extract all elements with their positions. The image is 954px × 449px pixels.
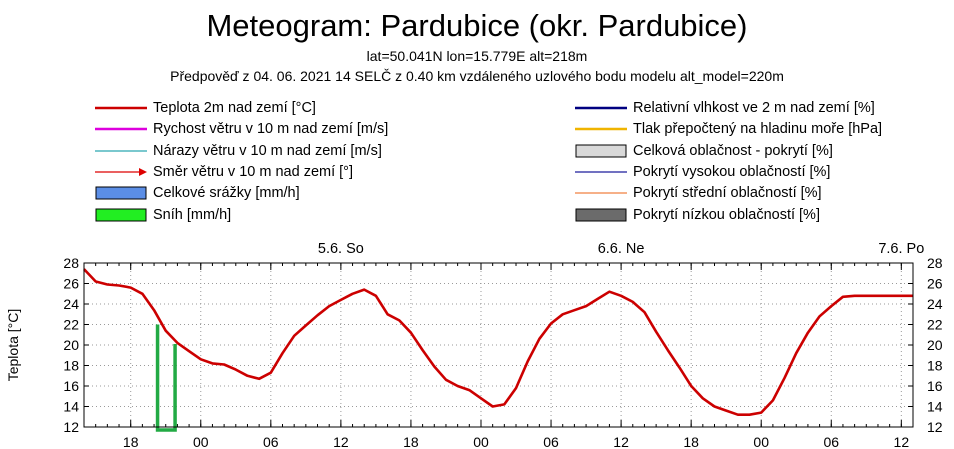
y-tick-label-left: 24: [63, 296, 79, 312]
location-subtitle: lat=50.041N lon=15.779E alt=218m: [366, 48, 588, 64]
legend-symbol-box: [95, 183, 147, 203]
y-tick-label-left: 26: [63, 276, 79, 292]
x-tick-label: 06: [823, 434, 839, 449]
y-tick-label-right: 14: [927, 399, 943, 415]
y-tick-label-right: 24: [927, 296, 943, 312]
legend-label: Celkové srážky [mm/h]: [153, 185, 300, 201]
x-tick-label: 12: [613, 434, 629, 449]
legend-symbol-line: [95, 119, 147, 139]
legend-label: Teplota 2m nad zemí [°C]: [153, 100, 316, 116]
y-tick-label-right: 20: [927, 337, 943, 353]
y-tick-label-left: 20: [63, 337, 79, 353]
y-tick-label-right: 16: [927, 378, 943, 394]
legend-symbol-line: [575, 119, 627, 139]
legend-label: Celková oblačnost - pokrytí [%]: [633, 143, 833, 159]
y-tick-label-left: 16: [63, 378, 79, 394]
y-tick-label-right: 22: [927, 317, 943, 333]
legend-symbol-box: [95, 205, 147, 225]
legend-label: Sníh [mm/h]: [153, 207, 232, 223]
y-tick-label-left: 12: [63, 419, 79, 435]
legend: Teplota 2m nad zemí [°C] Rychost větru v…: [0, 98, 954, 228]
x-tick-label: 12: [333, 434, 349, 449]
legend-symbol-thin-line: [95, 141, 147, 161]
legend-label: Pokrytí střední oblačností [%]: [633, 185, 822, 201]
chart-title: Meteogram: Pardubice (okr. Pardubice): [206, 8, 748, 43]
x-tick-label: 00: [193, 434, 209, 449]
y-tick-label-right: 26: [927, 276, 943, 292]
x-tick-label: 18: [123, 434, 139, 449]
x-tick-label: 18: [403, 434, 419, 449]
legend-label: Tlak přepočtený na hladinu moře [hPa]: [633, 121, 883, 137]
legend-symbol-box: [575, 205, 627, 225]
y-tick-label-left: 22: [63, 317, 79, 333]
y-tick-label-left: 28: [63, 255, 79, 271]
x-tick-label: 00: [753, 434, 769, 449]
legend-symbol-arrow: [95, 162, 147, 182]
x-tick-label: 00: [473, 434, 489, 449]
forecast-subtitle: Předpověď z 04. 06. 2021 14 SELČ z 0.40 …: [170, 68, 784, 84]
y-tick-label-right: 18: [927, 358, 943, 374]
legend-label: Nárazy větru v 10 m nad zemí [m/s]: [153, 143, 382, 159]
legend-symbol-thin-line: [575, 162, 627, 182]
legend-label: Pokrytí nízkou oblačností [%]: [633, 207, 820, 223]
y-tick-label-right: 28: [927, 255, 943, 271]
x-tick-label: 06: [263, 434, 279, 449]
temperature-series-line: [83, 268, 913, 416]
day-label: 7.6. Po: [878, 241, 924, 257]
y-tick-label-left: 18: [63, 358, 79, 374]
legend-label: Relativní vlhkost ve 2 m nad zemí [%]: [633, 100, 875, 116]
legend-label: Směr větru v 10 m nad zemí [°]: [153, 164, 354, 180]
snow-mark: [155, 324, 177, 432]
x-tick-label: 12: [894, 434, 910, 449]
y-tick-label-right: 12: [927, 419, 943, 435]
legend-label: Rychost větru v 10 m nad zemí [m/s]: [153, 121, 389, 137]
legend-symbol-thin-line: [575, 183, 627, 203]
day-label: 6.6. Ne: [598, 241, 645, 257]
plot-frame: [83, 262, 914, 428]
x-tick-label: 06: [543, 434, 559, 449]
legend-label: Pokrytí vysokou oblačností [%]: [633, 164, 831, 180]
legend-symbol-line: [95, 98, 147, 118]
y-tick-label-left: 14: [63, 399, 79, 415]
x-tick-label: 18: [683, 434, 699, 449]
legend-symbol-line: [575, 98, 627, 118]
day-label: 5.6. So: [318, 241, 364, 257]
legend-symbol-box: [575, 141, 627, 161]
